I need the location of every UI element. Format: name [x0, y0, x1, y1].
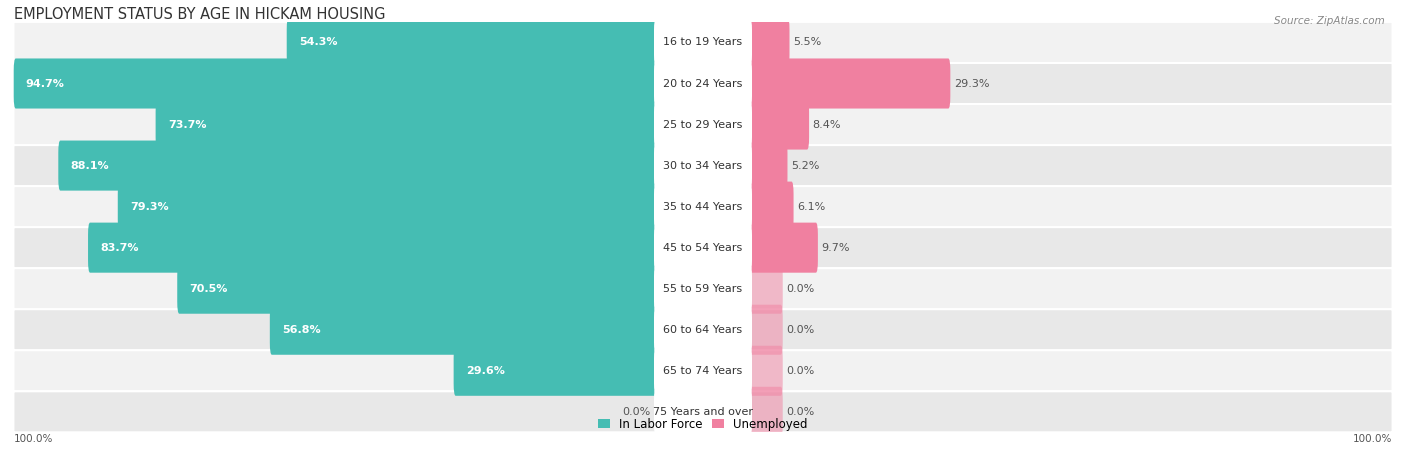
Text: 0.0%: 0.0% — [786, 366, 814, 376]
FancyBboxPatch shape — [654, 307, 752, 353]
Text: 30 to 34 Years: 30 to 34 Years — [664, 161, 742, 170]
Text: 65 to 74 Years: 65 to 74 Years — [664, 366, 742, 376]
Text: 54.3%: 54.3% — [299, 37, 337, 47]
FancyBboxPatch shape — [14, 145, 1392, 186]
Text: EMPLOYMENT STATUS BY AGE IN HICKAM HOUSING: EMPLOYMENT STATUS BY AGE IN HICKAM HOUSI… — [14, 7, 385, 22]
Text: 25 to 29 Years: 25 to 29 Years — [664, 120, 742, 129]
FancyBboxPatch shape — [654, 225, 752, 271]
Text: 29.6%: 29.6% — [465, 366, 505, 376]
Text: 35 to 44 Years: 35 to 44 Years — [664, 202, 742, 212]
FancyBboxPatch shape — [14, 104, 1392, 145]
Text: 100.0%: 100.0% — [14, 434, 53, 444]
Text: 94.7%: 94.7% — [25, 78, 65, 88]
FancyBboxPatch shape — [654, 60, 752, 106]
FancyBboxPatch shape — [89, 223, 658, 273]
FancyBboxPatch shape — [748, 387, 783, 437]
FancyBboxPatch shape — [14, 63, 1392, 104]
FancyBboxPatch shape — [177, 264, 658, 314]
FancyBboxPatch shape — [748, 346, 783, 396]
Text: 88.1%: 88.1% — [70, 161, 110, 170]
FancyBboxPatch shape — [14, 227, 1392, 268]
FancyBboxPatch shape — [58, 141, 658, 191]
FancyBboxPatch shape — [748, 100, 808, 150]
Text: 20 to 24 Years: 20 to 24 Years — [664, 78, 742, 88]
FancyBboxPatch shape — [748, 18, 790, 68]
FancyBboxPatch shape — [14, 59, 658, 109]
Text: 79.3%: 79.3% — [129, 202, 169, 212]
Text: 55 to 59 Years: 55 to 59 Years — [664, 284, 742, 294]
Text: 29.3%: 29.3% — [953, 78, 990, 88]
FancyBboxPatch shape — [748, 59, 950, 109]
Text: 0.0%: 0.0% — [786, 407, 814, 417]
FancyBboxPatch shape — [14, 391, 1392, 433]
Text: 5.2%: 5.2% — [790, 161, 820, 170]
FancyBboxPatch shape — [748, 223, 818, 273]
Text: 0.0%: 0.0% — [621, 407, 651, 417]
Text: 16 to 19 Years: 16 to 19 Years — [664, 37, 742, 47]
Text: 8.4%: 8.4% — [813, 120, 841, 129]
Text: 75 Years and over: 75 Years and over — [652, 407, 754, 417]
FancyBboxPatch shape — [654, 143, 752, 189]
Legend: In Labor Force, Unemployed: In Labor Force, Unemployed — [598, 418, 808, 431]
FancyBboxPatch shape — [654, 348, 752, 394]
Text: 70.5%: 70.5% — [190, 284, 228, 294]
FancyBboxPatch shape — [748, 305, 783, 355]
Text: 5.5%: 5.5% — [793, 37, 821, 47]
FancyBboxPatch shape — [654, 19, 752, 65]
FancyBboxPatch shape — [654, 101, 752, 147]
FancyBboxPatch shape — [14, 309, 1392, 350]
Text: 9.7%: 9.7% — [821, 243, 849, 253]
Text: 0.0%: 0.0% — [786, 325, 814, 335]
Text: 100.0%: 100.0% — [1353, 434, 1392, 444]
FancyBboxPatch shape — [287, 18, 658, 68]
FancyBboxPatch shape — [654, 266, 752, 312]
FancyBboxPatch shape — [14, 268, 1392, 309]
FancyBboxPatch shape — [748, 264, 783, 314]
Text: 73.7%: 73.7% — [167, 120, 207, 129]
FancyBboxPatch shape — [654, 389, 752, 435]
FancyBboxPatch shape — [748, 182, 793, 232]
Text: 60 to 64 Years: 60 to 64 Years — [664, 325, 742, 335]
Text: Source: ZipAtlas.com: Source: ZipAtlas.com — [1274, 16, 1385, 26]
FancyBboxPatch shape — [454, 346, 658, 396]
Text: 6.1%: 6.1% — [797, 202, 825, 212]
Text: 45 to 54 Years: 45 to 54 Years — [664, 243, 742, 253]
FancyBboxPatch shape — [270, 305, 658, 355]
Text: 83.7%: 83.7% — [100, 243, 139, 253]
Text: 56.8%: 56.8% — [283, 325, 321, 335]
FancyBboxPatch shape — [118, 182, 658, 232]
FancyBboxPatch shape — [14, 22, 1392, 63]
FancyBboxPatch shape — [156, 100, 658, 150]
FancyBboxPatch shape — [14, 350, 1392, 391]
FancyBboxPatch shape — [14, 186, 1392, 227]
FancyBboxPatch shape — [654, 184, 752, 230]
FancyBboxPatch shape — [748, 141, 787, 191]
Text: 0.0%: 0.0% — [786, 284, 814, 294]
